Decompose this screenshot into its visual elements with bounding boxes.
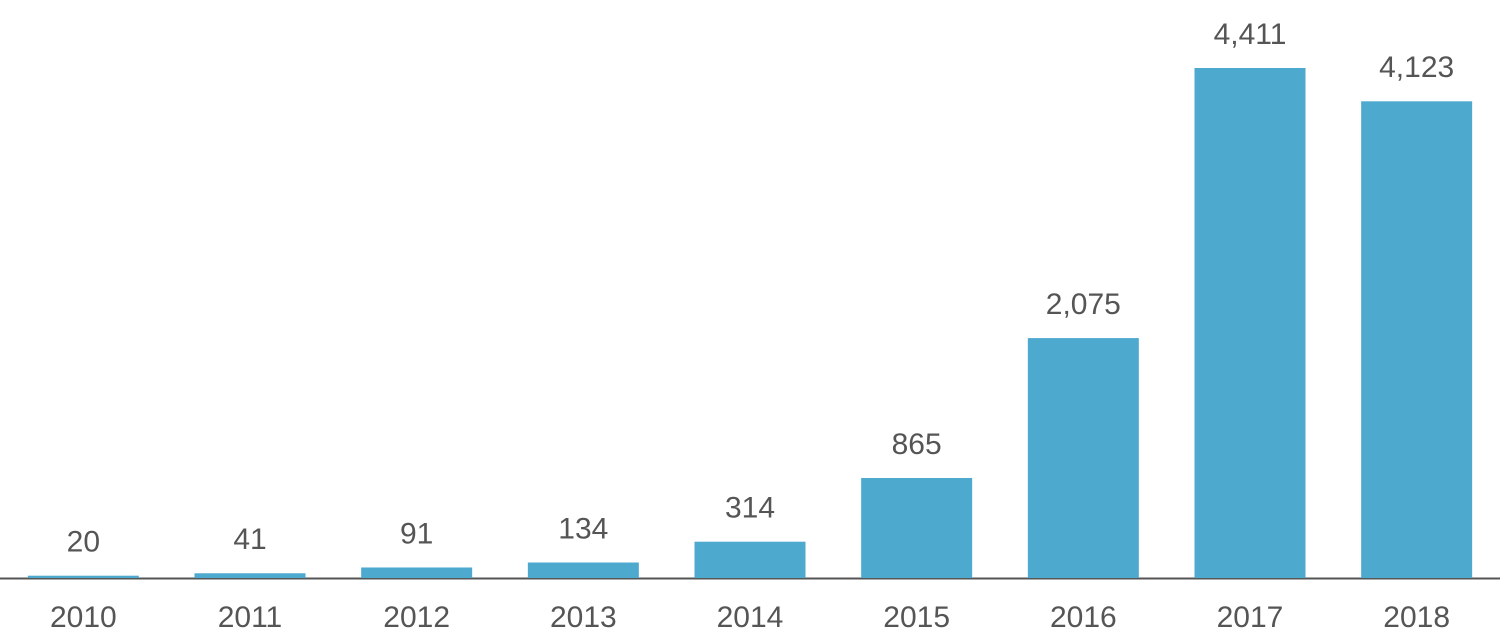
x-tick-label: 2015 (883, 601, 950, 634)
x-tick-label: 2016 (1050, 601, 1117, 634)
value-label: 20 (67, 526, 100, 559)
value-label: 314 (725, 492, 775, 525)
value-label: 4,123 (1379, 51, 1454, 84)
bar (861, 477, 973, 578)
x-tick-label: 2012 (383, 601, 450, 634)
x-tick-label: 2018 (1383, 601, 1450, 634)
x-tick-label: 2010 (50, 601, 117, 634)
bar (27, 575, 139, 578)
bar (194, 573, 306, 578)
value-label: 2,075 (1046, 288, 1121, 321)
x-tick-label: 2014 (717, 601, 784, 634)
value-label: 41 (233, 523, 266, 556)
bar (361, 567, 473, 578)
bar (694, 541, 806, 578)
bar (1194, 68, 1306, 578)
bar (527, 562, 639, 578)
value-label: 134 (558, 512, 608, 545)
x-tick-label: 2013 (550, 601, 617, 634)
value-label: 91 (400, 517, 433, 550)
bar (1361, 101, 1473, 578)
bar (1027, 338, 1139, 578)
x-tick-label: 2017 (1217, 601, 1284, 634)
value-label: 865 (892, 428, 942, 461)
value-label: 4,411 (1214, 18, 1287, 51)
x-tick-label: 2011 (218, 601, 283, 634)
